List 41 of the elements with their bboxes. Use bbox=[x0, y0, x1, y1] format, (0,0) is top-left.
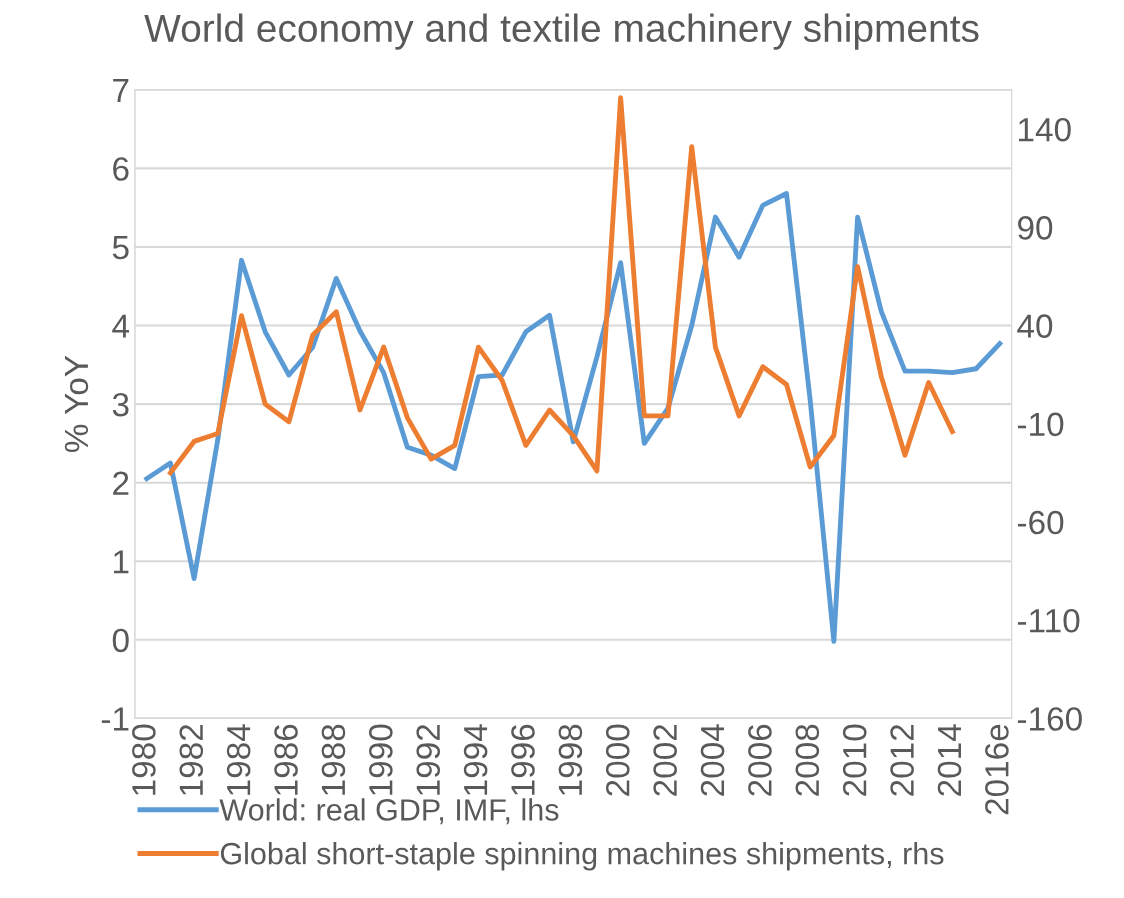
x-tick-label: 1996 bbox=[511, 724, 535, 795]
x-tick-label: 2002 bbox=[653, 724, 677, 796]
y-tick-label: 4 bbox=[112, 314, 130, 338]
y-tick-label: -1 bbox=[101, 707, 129, 731]
x-tick-label: 2010 bbox=[842, 724, 867, 796]
y-tick-label: 6 bbox=[113, 157, 129, 181]
x-tick-label: 2012 bbox=[890, 724, 914, 796]
y-tick-label: 1 bbox=[114, 550, 129, 574]
y2-tick-label: -60 bbox=[1017, 510, 1064, 535]
y2-tick-label: -160 bbox=[1017, 707, 1082, 731]
line-series bbox=[167, 95, 955, 476]
x-tick-label: 1990 bbox=[369, 724, 393, 795]
x-tick-label: 2008 bbox=[795, 724, 820, 796]
x-tick-label: 1982 bbox=[179, 724, 204, 795]
y-tick-label: 3 bbox=[112, 392, 129, 417]
x-tick-label: 1980 bbox=[132, 724, 156, 795]
y-tick-label: 0 bbox=[112, 628, 129, 653]
y2-tick-label: 140 bbox=[1019, 117, 1071, 142]
x-tick-label: 1994 bbox=[463, 724, 488, 795]
legend-label: Global short-staple spinning machines shipments, rhs bbox=[220, 842, 944, 871]
x-tick-label: 1988 bbox=[321, 724, 346, 795]
x-tick-label: 1992 bbox=[416, 724, 441, 795]
y-tick-label: 7 bbox=[113, 78, 129, 102]
x-tick-label: 2016e bbox=[985, 724, 1009, 815]
y2-tick-label: -110 bbox=[1017, 608, 1080, 633]
x-tick-label: 1984 bbox=[226, 724, 251, 795]
x-tick-label: 1986 bbox=[274, 724, 298, 795]
y-tick-label: 5 bbox=[112, 236, 129, 260]
y2-tick-label: 40 bbox=[1017, 314, 1053, 338]
x-tick-label: 1998 bbox=[558, 724, 583, 795]
x-tick-label: 2014 bbox=[937, 724, 962, 796]
y-tick-label: 2 bbox=[113, 471, 129, 495]
x-tick-label: 2000 bbox=[605, 724, 630, 796]
x-tick-label: 2006 bbox=[748, 724, 772, 796]
x-tick-label: 2004 bbox=[700, 724, 725, 796]
line-series bbox=[144, 191, 1003, 644]
chart-title: World economy and textile machinery shipments bbox=[144, 13, 979, 50]
y2-tick-label: 90 bbox=[1018, 216, 1053, 240]
y-axis-title: % YoY bbox=[64, 355, 89, 453]
y2-tick-label: -10 bbox=[1017, 412, 1064, 437]
legend-label: World: real GDP, IMF, lhs bbox=[219, 798, 559, 825]
